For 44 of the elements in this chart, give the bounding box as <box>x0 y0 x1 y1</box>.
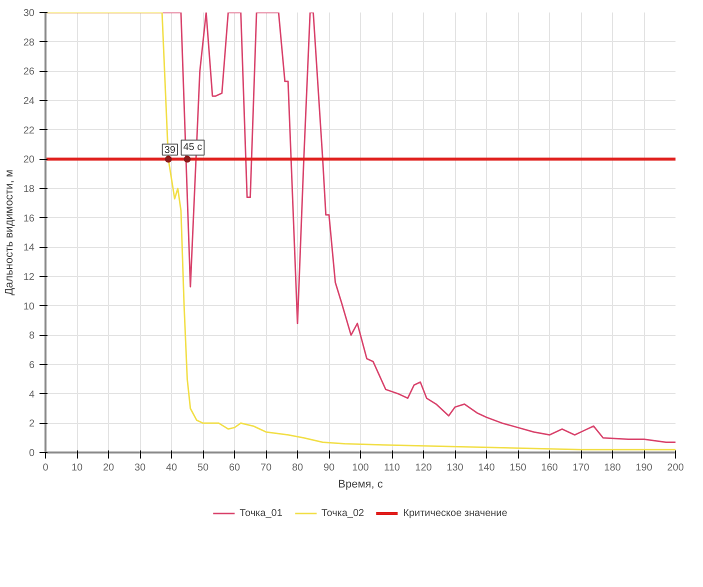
x-tick-label: 120 <box>415 462 432 474</box>
x-tick-label: 70 <box>260 462 272 474</box>
x-tick-label: 0 <box>42 462 49 474</box>
x-tick-label: 200 <box>667 462 684 474</box>
x-tick-label: 20 <box>102 462 114 474</box>
annotation: 39 <box>164 145 176 156</box>
y-tick-label: 6 <box>28 360 35 371</box>
x-tick-label: 80 <box>292 462 304 474</box>
x-tick-label: 30 <box>134 462 146 474</box>
y-tick-label: 8 <box>28 330 35 342</box>
x-tick-label: 130 <box>446 462 464 474</box>
y-tick-label: 18 <box>23 184 35 195</box>
x-axis-title: Время, с <box>338 478 384 490</box>
legend-label: Критическое значение <box>403 508 508 518</box>
x-tick-label: 180 <box>604 462 622 474</box>
x-tick-label: 40 <box>166 462 178 474</box>
x-tick-label: 170 <box>572 462 590 474</box>
x-tick-label: 60 <box>228 462 240 474</box>
y-tick-label: 0 <box>28 448 35 459</box>
y-tick-label: 20 <box>23 154 35 166</box>
x-tick-label: 150 <box>510 462 527 474</box>
x-tick-label: 160 <box>541 462 558 474</box>
legend-label: Точка_02 <box>321 508 364 518</box>
y-tick-label: 22 <box>23 125 35 136</box>
x-tick-label: 10 <box>71 462 83 474</box>
y-tick-label: 14 <box>23 242 35 254</box>
y-tick-label: 12 <box>23 272 35 283</box>
x-tick-label: 50 <box>197 462 209 474</box>
y-tick-label: 24 <box>23 96 35 107</box>
x-tick-label: 190 <box>636 462 653 474</box>
y-tick-label: 10 <box>23 301 35 312</box>
x-tick-label: 140 <box>478 462 496 474</box>
y-tick-label: 2 <box>28 418 35 430</box>
x-tick-label: 90 <box>323 462 335 474</box>
y-tick-label: 4 <box>28 389 35 400</box>
x-tick-label: 110 <box>384 462 400 474</box>
y-tick-label: 28 <box>23 37 35 48</box>
y-tick-label: 16 <box>23 213 35 224</box>
legend-label: Точка_01 <box>240 508 282 518</box>
x-tick-label: 100 <box>352 462 370 474</box>
y-tick-label: 26 <box>23 66 35 78</box>
y-tick-label: 30 <box>23 8 35 19</box>
annotation: 45 с <box>183 142 202 154</box>
y-axis-title: Дальность видимости, м <box>3 170 16 296</box>
